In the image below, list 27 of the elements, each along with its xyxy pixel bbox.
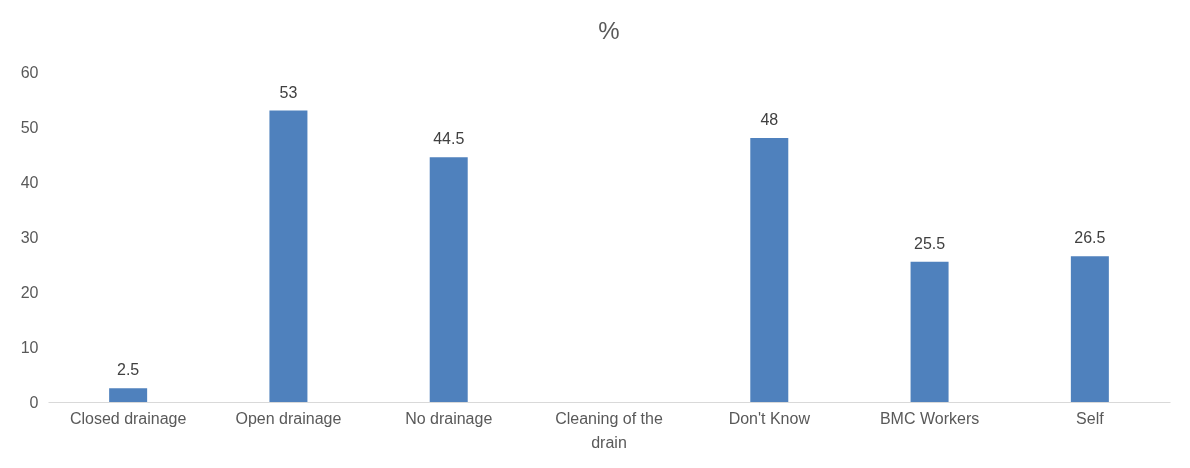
y-tick-label: 20 xyxy=(20,283,39,301)
data-label: 53 xyxy=(279,83,298,101)
y-tick-label: 0 xyxy=(29,393,39,411)
x-tick-label: Don't Know xyxy=(728,409,811,427)
bar xyxy=(910,261,949,402)
x-tick-label: BMC Workers xyxy=(879,409,980,427)
y-tick-label: 50 xyxy=(20,118,39,136)
data-label: 26.5 xyxy=(1074,229,1106,247)
x-tick-label: Self xyxy=(1076,409,1105,427)
y-tick-label: 30 xyxy=(20,228,39,246)
data-label: 44.5 xyxy=(433,130,465,148)
bar xyxy=(269,110,308,402)
bar xyxy=(109,388,148,402)
x-tick-label: No drainage xyxy=(405,409,493,427)
y-tick-label: 10 xyxy=(20,338,39,356)
y-tick-label: 60 xyxy=(20,63,39,81)
x-tick-label: Cleaning of the drain xyxy=(555,409,663,451)
data-label: 48 xyxy=(760,111,779,128)
x-tick-label: Open drainage xyxy=(235,409,342,427)
data-label: 25.5 xyxy=(914,234,946,252)
bar xyxy=(1070,256,1109,402)
bar xyxy=(429,157,468,402)
chart-title: % xyxy=(598,17,620,44)
bar xyxy=(750,138,789,402)
x-tick-label: Closed drainage xyxy=(69,409,187,427)
y-tick-label: 40 xyxy=(20,173,39,191)
data-label: 2.5 xyxy=(117,361,140,379)
